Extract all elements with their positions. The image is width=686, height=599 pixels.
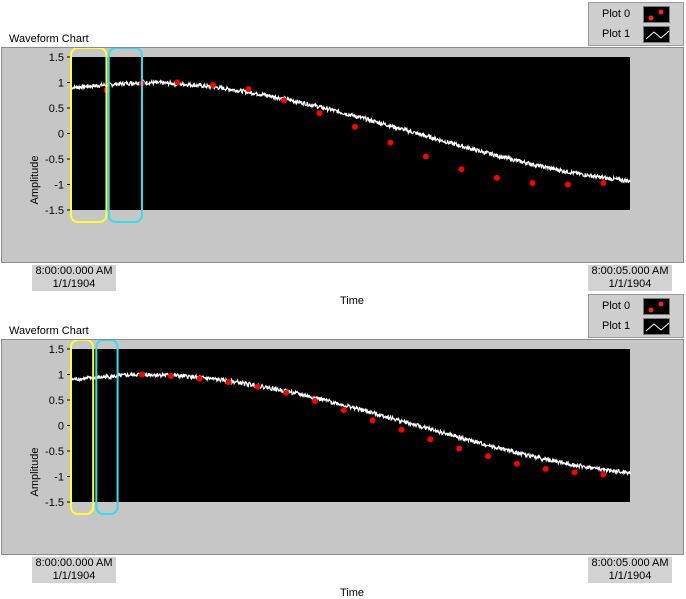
x-start-date: 1/1/1904 [52,570,96,582]
data-point-plot-0 [138,371,145,378]
y-tick-label: 1 [58,370,64,382]
y-tick-label: 1 [58,78,64,90]
y-axis-label: Amplitude [29,447,41,497]
plot-legend[interactable]: Plot 0 Plot 1 [588,294,684,338]
chart-title: Waveform Chart [9,33,89,45]
data-point-plot-0 [542,465,549,472]
legend-item-plot-0[interactable]: Plot 0 [589,5,685,25]
y-tick-label: 0.5 [49,103,64,115]
data-point-plot-0 [316,110,323,117]
highlight-box-0 [70,340,95,515]
waveform-chart-panel: Plot 0 Plot 1 Waveform Chart 1.5 1 0.5 0 -0.… [0,292,686,599]
legend-item-plot-1[interactable]: Plot 1 [589,317,685,337]
data-point-plot-0 [571,469,578,476]
legend-label: Plot 1 [602,320,631,332]
data-point-plot-0 [493,174,500,181]
y-tick-label: -1 [54,180,64,192]
y-tick-label: -1 [54,472,64,484]
data-point-plot-0 [600,179,607,186]
legend-label: Plot 0 [602,8,631,20]
legend-label: Plot 0 [602,300,631,312]
x-end-time: 8:00:05.000 AM [591,265,669,277]
legend-item-plot-0[interactable]: Plot 0 [589,297,685,317]
data-point-plot-0 [529,179,536,186]
data-point-plot-0 [312,398,319,405]
plot-legend[interactable]: Plot 0 Plot 1 [588,2,684,46]
x-start-label: 8:00:00.000 AM 1/1/1904 [32,557,116,583]
x-axis-label: Time [340,295,365,307]
plot-area[interactable]: 1.5 1 0.5 0 -0.5 -1 -1.5 [2,340,685,556]
red-dot-marker-icon[interactable] [643,298,670,315]
y-tick-label: -1.5 [45,497,64,509]
white-line-icon[interactable] [643,318,670,335]
x-end-time: 8:00:05.000 AM [591,557,669,569]
data-point-plot-0 [245,86,252,93]
chart-frame: 1.5 1 0.5 0 -0.5 -1 -1.5 8:00:00.000 AM 1/1/19… [1,47,685,307]
plot-area[interactable]: 1.5 1 0.5 0 -0.5 -1 -1.5 [2,48,685,264]
x-axis-label: Time [340,587,365,599]
y-tick-label: 0.5 [49,395,64,407]
data-point-plot-0 [427,436,434,443]
y-tick-label: -0.5 [45,154,64,166]
data-point-plot-0 [209,82,216,89]
series-line-plot-1 [70,79,631,184]
data-point-plot-0 [456,445,463,452]
data-point-plot-0 [254,383,261,390]
x-start-date: 1/1/1904 [52,278,96,290]
data-point-plot-0 [422,153,429,160]
x-end-date: 1/1/1904 [608,570,652,582]
y-tick-label: -1.5 [45,205,64,217]
x-start-time: 8:00:00.000 AM [35,265,113,277]
y-axis-label: Amplitude [29,155,41,205]
x-end-label: 8:00:05.000 AM 1/1/1904 [588,557,672,583]
x-start-time: 8:00:00.000 AM [35,557,113,569]
data-point-plot-0 [513,460,520,467]
waveform-chart-panel: Plot 0 Plot 1 Waveform Chart 1.5 1 0.5 0 -0.… [0,0,686,307]
white-line-icon[interactable] [643,26,670,43]
y-tick-label: -0.5 [45,446,64,458]
legend-item-plot-1[interactable]: Plot 1 [589,25,685,45]
highlight-box-1 [95,340,119,515]
data-point-plot-0 [600,471,607,478]
data-point-plot-0 [167,373,174,380]
x-start-label: 8:00:00.000 AM 1/1/1904 [32,265,116,291]
data-point-plot-0 [340,407,347,414]
y-tick-label: 1.5 [49,344,64,356]
y-tick-label: 0 [58,421,64,433]
data-point-plot-0 [564,181,571,188]
legend-label: Plot 1 [602,28,631,40]
plot-background [71,57,630,210]
data-point-plot-0 [458,166,465,173]
data-point-plot-0 [174,79,181,86]
x-end-label: 8:00:05.000 AM 1/1/1904 [588,265,672,291]
highlight-box-1 [107,48,143,223]
red-dot-marker-icon[interactable] [643,6,670,23]
data-point-plot-0 [196,375,203,382]
data-point-plot-0 [225,379,232,386]
highlight-box-0 [70,48,108,223]
chart-frame: 1.5 1 0.5 0 -0.5 -1 -1.5 8:00:00.000 AM 1/1/19… [1,339,685,599]
y-tick-label: 1.5 [49,52,64,64]
chart-title: Waveform Chart [9,325,89,337]
data-point-plot-0 [283,389,290,396]
data-point-plot-0 [387,139,394,146]
series-line-plot-1 [70,371,631,477]
data-point-plot-0 [485,453,492,460]
y-tick-label: 0 [58,129,64,141]
data-point-plot-0 [398,426,405,433]
data-point-plot-0 [369,417,376,424]
data-point-plot-0 [280,97,287,104]
data-point-plot-0 [351,123,358,130]
x-end-date: 1/1/1904 [608,278,652,290]
plot-background [71,349,630,502]
